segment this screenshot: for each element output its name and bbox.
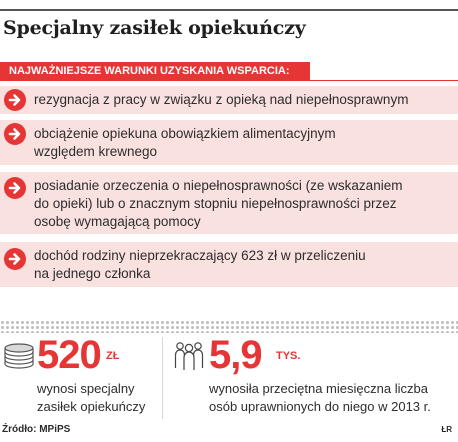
arrow-right-icon <box>4 248 26 270</box>
condition-line: osobę wymagającą pomocy <box>34 214 201 229</box>
stat-description-line: wynosi specjalny <box>37 381 135 396</box>
header-underline <box>0 80 458 81</box>
conditions-header: NAJWAŻNIEJSZE WARUNKI UZYSKANIA WSPARCIA… <box>0 62 310 81</box>
dotted-separator <box>0 320 458 333</box>
condition-text: rezygnacja z pracy w związku z opieką na… <box>34 91 408 109</box>
stat-description-line: zasiłek opiekuńczy <box>37 399 146 414</box>
condition-line: względem krewnego <box>34 144 158 159</box>
conditions-header-text: NAJWAŻNIEJSZE WARUNKI UZYSKANIA WSPARCIA… <box>9 65 290 77</box>
people-icon <box>174 342 204 370</box>
stat-unit: TYS. <box>276 350 301 362</box>
stat-description-line: osób uprawnionych do niego w 2013 r. <box>209 399 431 414</box>
author-credit: ŁR <box>441 425 452 434</box>
stat-description: wynosiła przeciętna miesięczna liczba os… <box>209 380 457 416</box>
condition-text: obciążenie opiekuna obowiązkiem alimenta… <box>34 125 336 161</box>
condition-line: dochód rodziny nieprzekraczający 623 zł … <box>34 248 366 263</box>
coins-icon <box>4 343 34 369</box>
arrow-right-icon <box>4 89 26 111</box>
condition-item: posiadanie orzeczenia o niepełnosprawnoś… <box>0 172 458 234</box>
condition-line: do opieki) lub o znacznym stopniu niepeł… <box>34 196 397 211</box>
condition-line: posiadanie orzeczenia o niepełnosprawnoś… <box>34 178 403 193</box>
stat-value: 520 <box>37 333 102 377</box>
condition-line: rezygnacja z pracy w związku z opieką na… <box>34 92 409 107</box>
condition-text: posiadanie orzeczenia o niepełnosprawnoś… <box>34 177 402 231</box>
source-note: Źródło: MPiPS <box>2 424 71 435</box>
infographic-title: Specjalny zasiłek opiekuńczy <box>3 17 306 39</box>
condition-item: rezygnacja z pracy w związku z opieką na… <box>0 86 458 114</box>
stat-unit: ZŁ <box>106 350 120 362</box>
condition-item: dochód rodziny nieprzekraczający 623 zł … <box>0 242 458 287</box>
arrow-right-icon <box>4 123 26 145</box>
condition-text: dochód rodziny nieprzekraczający 623 zł … <box>34 247 366 283</box>
stat-description-line: wynosiła przeciętna miesięczna liczba <box>209 381 428 396</box>
stat-description: wynosi specjalny zasiłek opiekuńczy <box>37 380 167 416</box>
stat-value: 5,9 <box>209 333 263 377</box>
stats-divider <box>162 337 163 419</box>
top-rule <box>0 9 458 11</box>
condition-line: na jednego członka <box>34 266 151 281</box>
condition-line: obciążenie opiekuna obowiązkiem alimenta… <box>34 126 336 141</box>
arrow-right-icon <box>4 177 26 199</box>
condition-item: obciążenie opiekuna obowiązkiem alimenta… <box>0 120 458 165</box>
